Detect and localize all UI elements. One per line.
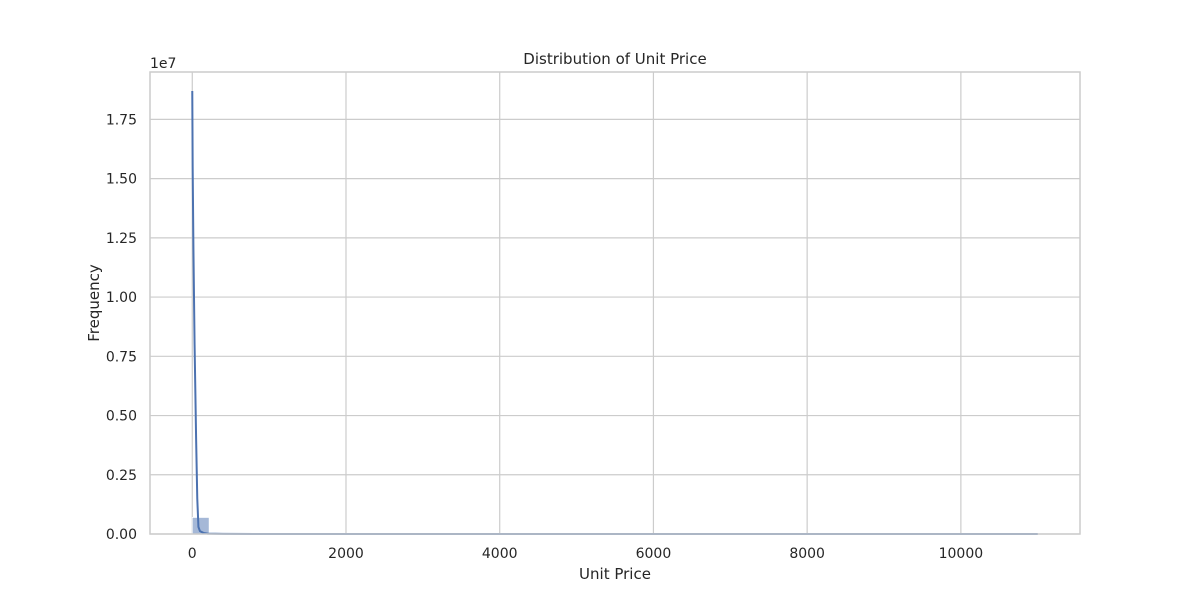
plot-frame bbox=[149, 71, 1081, 535]
y-axis-label: Frequency bbox=[85, 264, 103, 342]
y-tick-label: 0.75 bbox=[106, 349, 137, 365]
y-offset-label: 1e7 bbox=[150, 56, 176, 72]
x-axis-label: Unit Price bbox=[579, 565, 651, 583]
y-tick-label: 0.00 bbox=[106, 527, 137, 543]
x-tick-label: 0 bbox=[188, 546, 197, 562]
y-tick-label: 1.75 bbox=[106, 112, 137, 128]
x-tick-label: 10000 bbox=[939, 546, 984, 562]
y-tick-label: 0.50 bbox=[106, 409, 137, 425]
y-tick-label: 1.50 bbox=[106, 172, 137, 188]
y-tick-labels: 0.00 0.25 0.50 0.75 1.00 1.25 1.50 1.75 bbox=[106, 112, 137, 543]
x-tick-label: 2000 bbox=[328, 546, 364, 562]
x-tick-labels: 0 2000 4000 6000 8000 10000 bbox=[188, 546, 983, 562]
x-tick-label: 4000 bbox=[482, 546, 518, 562]
y-tick-label: 0.25 bbox=[106, 468, 137, 484]
x-tick-label: 6000 bbox=[636, 546, 672, 562]
y-tick-label: 1.25 bbox=[106, 231, 137, 247]
grid-layer bbox=[150, 72, 1080, 535]
x-tick-label: 8000 bbox=[789, 546, 825, 562]
y-tick-label: 1.00 bbox=[106, 290, 137, 306]
chart-title: Distribution of Unit Price bbox=[523, 50, 706, 68]
